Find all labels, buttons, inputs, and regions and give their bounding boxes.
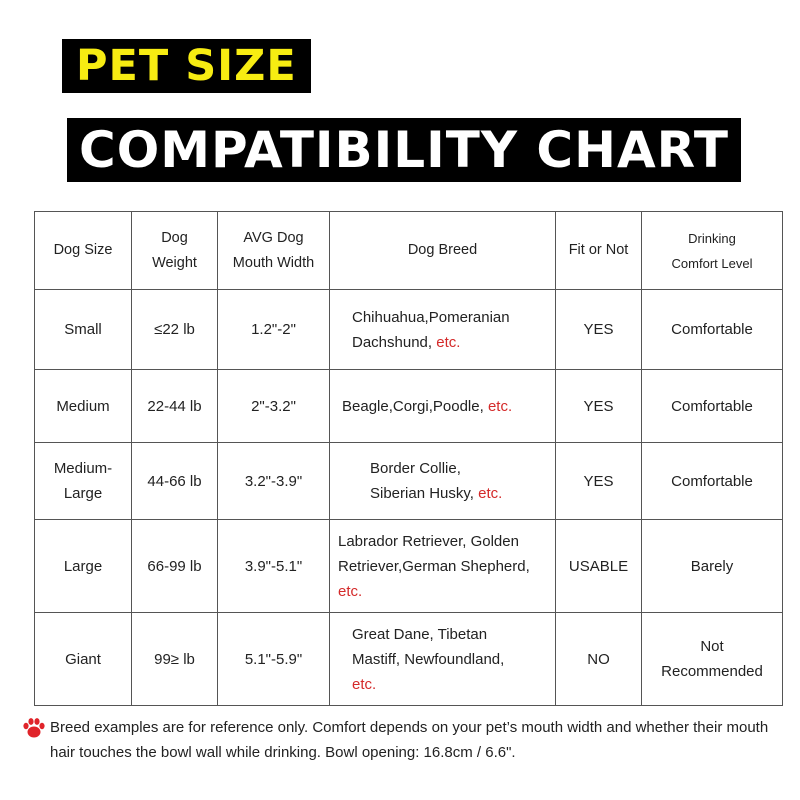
cell-mouth-width: 3.2"-3.9" bbox=[217, 442, 330, 520]
cell-weight: ≤22 lb bbox=[131, 289, 218, 370]
cell-fit: YES bbox=[555, 442, 642, 520]
compatibility-table: Dog Size Dog Weight AVG Dog Mouth Width … bbox=[34, 211, 783, 706]
cell-size: Giant bbox=[34, 612, 132, 706]
table-row: Medium 22-44 lb 2"-3.2" Beagle,Corgi,Poo… bbox=[34, 369, 783, 443]
etc-label: etc. bbox=[436, 333, 461, 351]
etc-label: etc. bbox=[352, 675, 377, 693]
cell-breed: Labrador Retriever, Golden Retriever,Ger… bbox=[329, 519, 556, 613]
cell-size: Large bbox=[34, 519, 132, 613]
footnote-text: Breed examples are for reference only. C… bbox=[50, 719, 769, 761]
cell-breed: Beagle,Corgi,Poodle, etc. bbox=[329, 369, 556, 443]
title-pet-size: PET SIZE bbox=[62, 39, 311, 93]
cell-weight: 66-99 lb bbox=[131, 519, 218, 613]
cell-mouth-width: 5.1"-5.9" bbox=[217, 612, 330, 706]
header-fit-or-not: Fit or Not bbox=[555, 211, 642, 290]
header-dog-weight: Dog Weight bbox=[131, 211, 218, 290]
table-header-row: Dog Size Dog Weight AVG Dog Mouth Width … bbox=[34, 211, 783, 290]
header-comfort-level: Drinking Comfort Level bbox=[641, 211, 783, 290]
cell-weight: 22-44 lb bbox=[131, 369, 218, 443]
table-row: Medium- Large 44-66 lb 3.2"-3.9" Border … bbox=[34, 442, 783, 520]
footnote: Breed examples are for reference only. C… bbox=[22, 715, 782, 765]
cell-size: Medium- Large bbox=[34, 442, 132, 520]
cell-weight: 44-66 lb bbox=[131, 442, 218, 520]
cell-size: Medium bbox=[34, 369, 132, 443]
etc-label: etc. bbox=[487, 397, 513, 415]
cell-comfort: Comfortable bbox=[641, 369, 783, 443]
cell-breed: Great Dane, Tibetan Mastiff, Newfoundlan… bbox=[329, 612, 556, 706]
cell-comfort: Barely bbox=[641, 519, 783, 613]
etc-label: etc. bbox=[338, 582, 363, 600]
header-dog-size: Dog Size bbox=[34, 211, 132, 290]
cell-comfort: Not Recommended bbox=[641, 612, 783, 706]
title-compatibility-chart: COMPATIBILITY CHART bbox=[67, 118, 742, 182]
cell-fit: NO bbox=[555, 612, 642, 706]
cell-comfort: Comfortable bbox=[641, 289, 783, 370]
cell-mouth-width: 3.9"-5.1" bbox=[217, 519, 330, 613]
cell-size: Small bbox=[34, 289, 132, 370]
paw-print-icon bbox=[23, 718, 45, 738]
cell-comfort: Comfortable bbox=[641, 442, 783, 520]
cell-mouth-width: 1.2"-2" bbox=[217, 289, 330, 370]
cell-fit: YES bbox=[555, 369, 642, 443]
cell-breed: Border Collie, Siberian Husky, etc. bbox=[329, 442, 556, 520]
header-dog-breed: Dog Breed bbox=[329, 211, 556, 290]
table-row: Small ≤22 lb 1.2"-2" Chihuahua,Pomerania… bbox=[34, 289, 783, 370]
etc-label: etc. bbox=[478, 485, 503, 502]
table-row: Giant 99≥ lb 5.1"-5.9" Great Dane, Tibet… bbox=[34, 612, 783, 706]
cell-mouth-width: 2"-3.2" bbox=[217, 369, 330, 443]
cell-fit: USABLE bbox=[555, 519, 642, 613]
cell-weight: 99≥ lb bbox=[131, 612, 218, 706]
cell-fit: YES bbox=[555, 289, 642, 370]
cell-breed: Chihuahua,Pomeranian Dachshund, etc. bbox=[329, 289, 556, 370]
table-row: Large 66-99 lb 3.9"-5.1" Labrador Retrie… bbox=[34, 519, 783, 613]
header-mouth-width: AVG Dog Mouth Width bbox=[217, 211, 330, 290]
